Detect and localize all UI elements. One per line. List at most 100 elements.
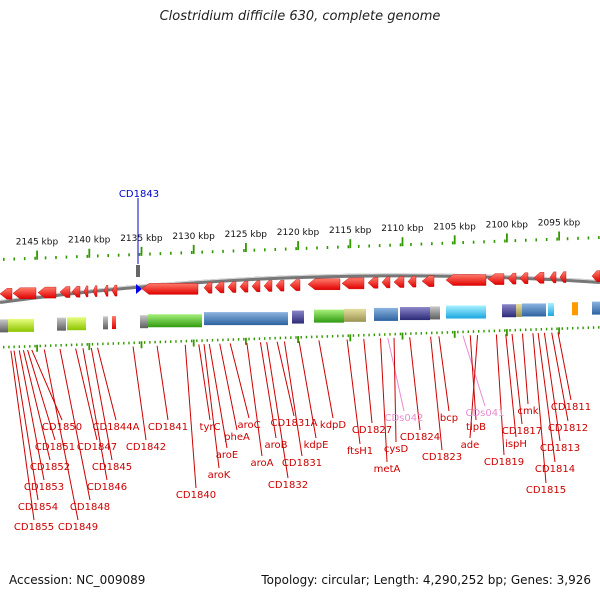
gene-label[interactable]: CD1846	[87, 482, 127, 493]
gene-label[interactable]: CD1841	[148, 422, 188, 433]
gene-label[interactable]: CD1844A	[93, 422, 140, 433]
gene-label[interactable]: bcp	[440, 413, 458, 424]
gene-label[interactable]: aroB	[265, 440, 288, 451]
ruler-tick-label: 2095 kbp	[538, 219, 581, 229]
gene-label[interactable]: CD1812	[548, 423, 588, 434]
ruler-major-tick	[140, 246, 143, 256]
gene-arrow[interactable]	[407, 275, 417, 288]
gene-label[interactable]: CD1840	[176, 490, 216, 501]
gene-leader-line	[22, 350, 51, 461]
gene-arrow[interactable]	[141, 283, 199, 295]
ruler-lower-major-tick	[401, 332, 404, 340]
gene-arrow[interactable]	[59, 286, 71, 298]
gene-arrow[interactable]	[214, 281, 225, 294]
gene-label[interactable]: CD1827	[352, 425, 392, 436]
gene-label[interactable]: CD1842	[126, 442, 166, 453]
gene-arrow[interactable]	[591, 270, 600, 282]
gene-label[interactable]: tyrC	[200, 422, 221, 433]
gene-arrow-track[interactable]	[0, 270, 600, 300]
gene-arrow[interactable]	[12, 287, 37, 299]
gene-arrow[interactable]	[111, 284, 118, 297]
gene-arrow[interactable]	[239, 280, 249, 293]
gene-leader-line	[283, 341, 303, 457]
gene-arrow[interactable]	[289, 279, 301, 291]
gene-leader-line	[259, 342, 277, 439]
ruler-lower-major-tick	[140, 341, 143, 349]
gene-label[interactable]: CD1814	[535, 464, 575, 475]
gene-label[interactable]: ade	[461, 440, 480, 451]
gene-label[interactable]: CD1831A	[271, 418, 318, 429]
gene-label[interactable]: CD1831	[282, 458, 322, 469]
gene-label[interactable]: kdpD	[320, 420, 346, 431]
gene-label[interactable]: metA	[374, 464, 401, 475]
gene-arrow[interactable]	[0, 288, 13, 300]
gene-label[interactable]: CD1849	[58, 522, 98, 533]
gene-label[interactable]: ispH	[505, 439, 527, 450]
gene-arrow[interactable]	[507, 272, 517, 285]
gene-arrow[interactable]	[533, 272, 545, 284]
gene-arrow[interactable]	[367, 277, 379, 289]
gene-arrow[interactable]	[421, 275, 435, 287]
gene-label[interactable]: tlpB	[466, 422, 486, 433]
gene-label[interactable]: aroE	[216, 450, 238, 461]
gene-arrow[interactable]	[341, 277, 365, 290]
gene-label[interactable]: CD1851	[35, 442, 75, 453]
gene-leader-line	[75, 348, 98, 441]
gene-label[interactable]: CD1813	[540, 443, 580, 454]
gene-label[interactable]: CD1811	[551, 402, 591, 413]
gene-label[interactable]: CD1823	[422, 452, 462, 463]
selected-gene-marker[interactable]: CD1843	[119, 189, 159, 294]
ruler-major-tick	[453, 235, 456, 245]
gene-label[interactable]: CD1817	[502, 426, 542, 437]
gene-label[interactable]: pheA	[224, 432, 250, 443]
gene-arrow[interactable]	[549, 271, 557, 284]
gene-arrow[interactable]	[103, 285, 109, 297]
gene-arrow[interactable]	[519, 272, 529, 284]
gene-arrow[interactable]	[487, 273, 505, 285]
gene-arrow[interactable]	[203, 282, 213, 294]
gene-label[interactable]: CD1832	[268, 480, 308, 491]
gene-label[interactable]: aroA	[251, 458, 274, 469]
gene-label[interactable]: CD1824	[400, 432, 440, 443]
ruler-tick-label: 2110 kbp	[381, 224, 424, 234]
gene-arrow[interactable]	[37, 286, 57, 299]
gene-label[interactable]: aroC	[237, 420, 260, 431]
gene-arrow[interactable]	[393, 276, 405, 288]
gene-label[interactable]: CD1845	[92, 462, 132, 473]
ruler-major-tick	[192, 244, 195, 254]
gene-label[interactable]: CD1819	[484, 457, 524, 468]
gene-label[interactable]: kdpE	[304, 440, 329, 451]
gene-leader-line	[10, 350, 35, 521]
gene-label[interactable]: CD1850	[42, 422, 82, 433]
gene-leader-line	[184, 344, 197, 489]
gene-arrow[interactable]	[92, 285, 98, 297]
gene-label[interactable]: aroK	[208, 470, 231, 481]
gene-label[interactable]: CD1855	[14, 522, 54, 533]
gene-arrow[interactable]	[263, 280, 273, 292]
gene-arrow[interactable]	[381, 276, 391, 289]
gene-arrow[interactable]	[445, 274, 487, 286]
gene-arrow[interactable]	[275, 279, 285, 292]
gene-label[interactable]: CD1848	[70, 502, 110, 513]
marker-label[interactable]: CD1843	[119, 189, 159, 200]
gene-label[interactable]: CD1815	[526, 485, 566, 496]
gene-label[interactable]: CD1853	[24, 482, 64, 493]
gene-label[interactable]: cmk	[517, 406, 538, 417]
gene-label[interactable]: CD1854	[18, 502, 58, 513]
gene-label[interactable]: ftsH1	[347, 446, 373, 457]
gene-arrow[interactable]	[71, 286, 81, 298]
gene-label[interactable]: CDs042	[385, 413, 424, 424]
gene-arrow[interactable]	[251, 280, 261, 293]
gene-label[interactable]: CD1847	[77, 442, 117, 453]
gene-arrow[interactable]	[559, 271, 567, 283]
gene-label[interactable]: CD1852	[30, 462, 70, 473]
gene-label[interactable]: cysD	[384, 444, 409, 455]
gene-label[interactable]: CDs041	[466, 408, 505, 419]
ruler-lower-major-tick	[245, 337, 247, 345]
gene-arrow[interactable]	[307, 278, 341, 290]
gene-arrow[interactable]	[227, 281, 237, 293]
gene-labels[interactable]: CD1855 CD1854 CD1853 CD1852 CD1851 CD1850 CD18…	[14, 402, 591, 533]
gene-arrow[interactable]	[83, 285, 89, 298]
feature-bar	[204, 312, 288, 326]
